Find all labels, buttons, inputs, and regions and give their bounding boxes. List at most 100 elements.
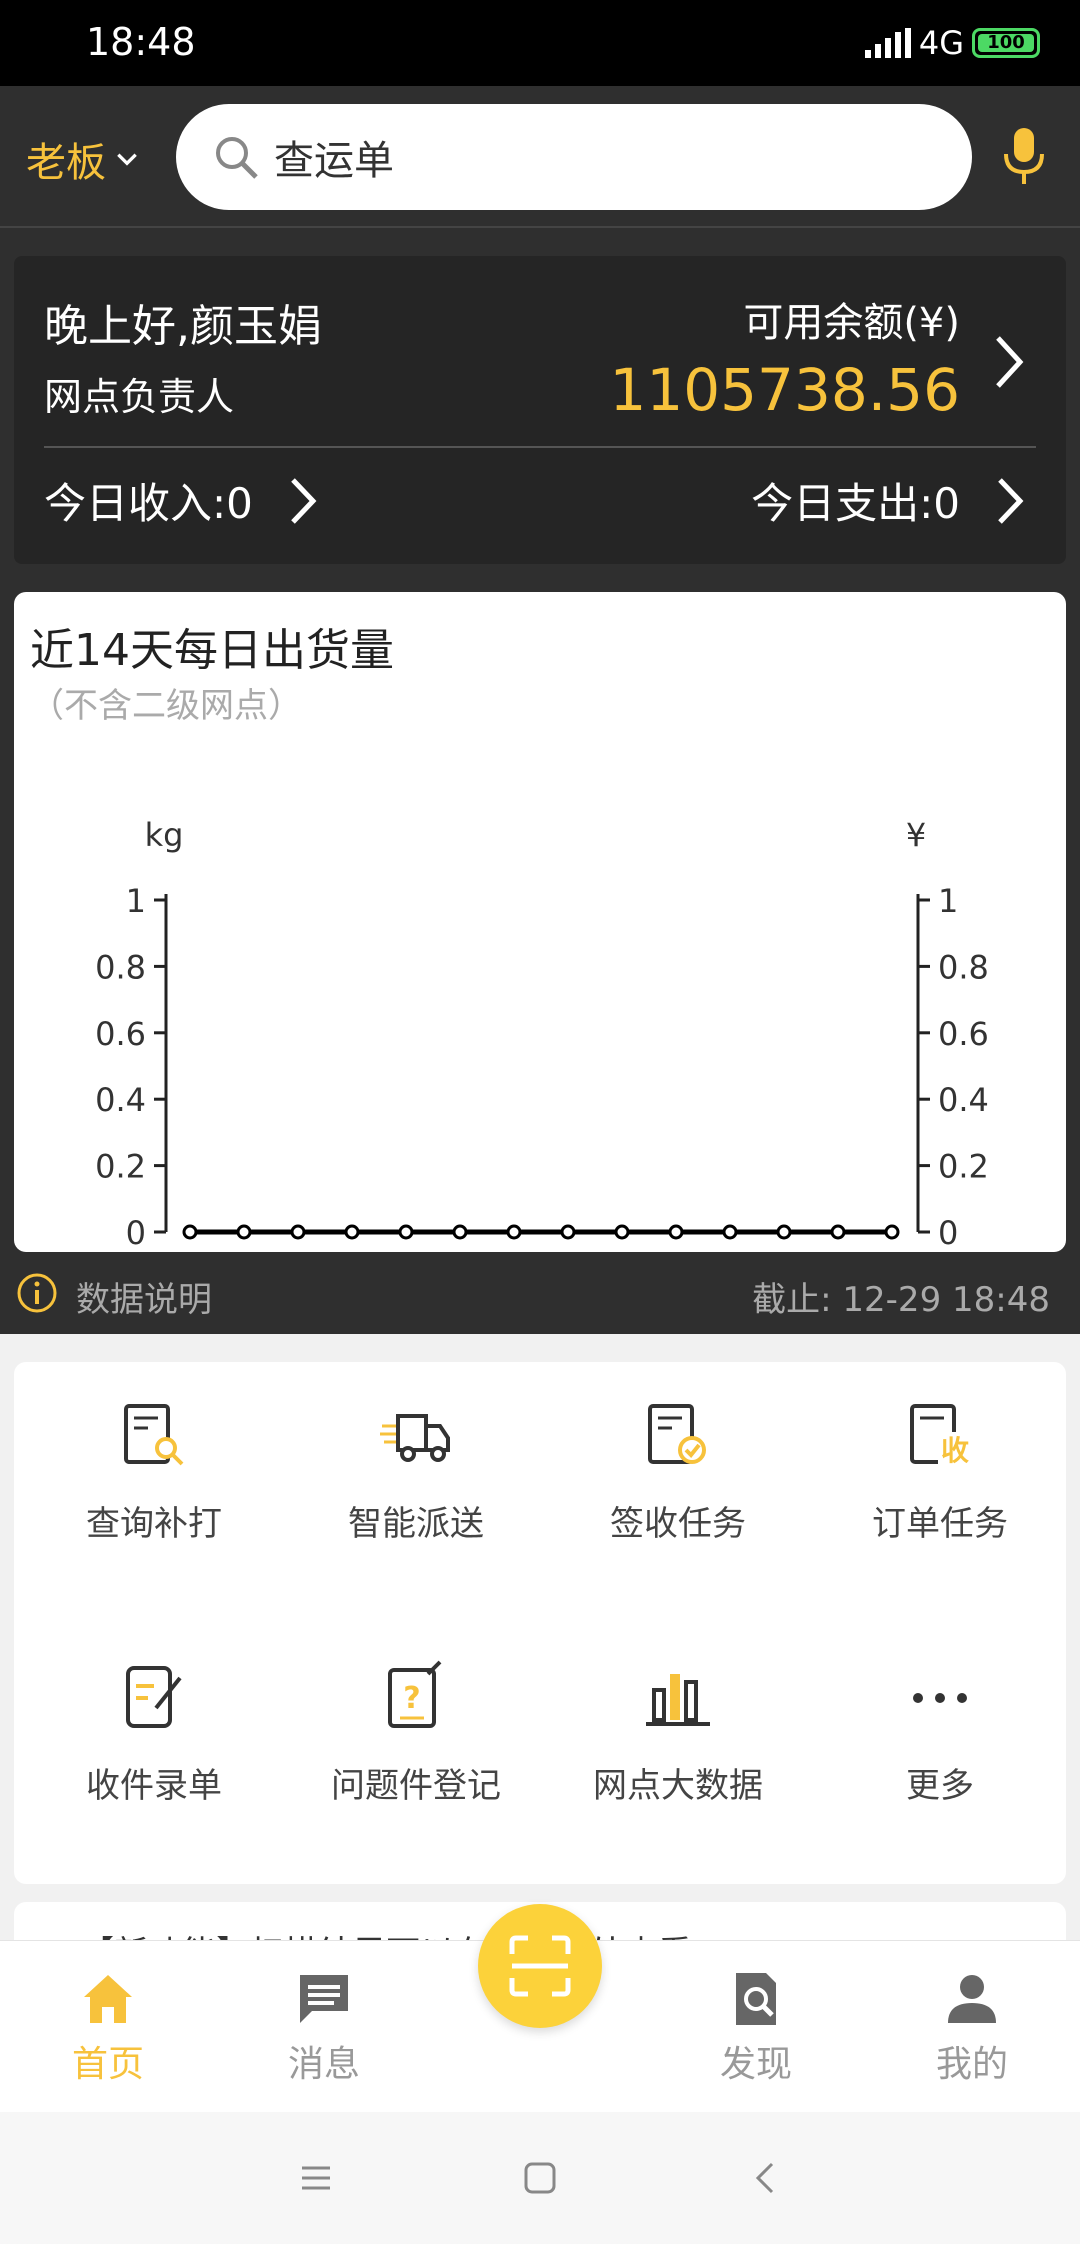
chart-footer: 数据说明 截止: 12-29 18:48 (0, 1252, 1080, 1334)
y-tick-label-right: 0.4 (938, 1081, 989, 1119)
signal-icon (864, 28, 911, 58)
doc-check-icon (648, 1404, 706, 1464)
chevron-right-icon (291, 477, 317, 524)
divider (44, 446, 1036, 448)
y-tick-label-left: 1 (126, 882, 146, 920)
data-point (452, 1224, 468, 1240)
chart-subtitle: （不含二级网点） (30, 686, 302, 726)
doc-search-icon (124, 1404, 184, 1466)
profile-icon (948, 1975, 996, 2023)
menu-label: 收件录单 (86, 1766, 222, 1806)
data-point (236, 1224, 252, 1240)
y-axis-left-unit: kg (145, 816, 184, 854)
data-point (506, 1224, 522, 1240)
menu-label: 智能派送 (348, 1504, 484, 1544)
more-icon (913, 1693, 967, 1703)
menu-label: 查询补打 (86, 1504, 222, 1544)
chevron-right-icon[interactable] (994, 334, 1024, 390)
menu-item-smart-delivery[interactable]: 智能派送 (296, 1362, 536, 1562)
y-tick-label-right: 0 (938, 1214, 958, 1252)
user-role: 网点负责人 (44, 375, 235, 419)
scan-icon (509, 1935, 571, 1997)
menu-label: 网点大数据 (593, 1766, 763, 1806)
role-label: 老板 (26, 140, 106, 186)
data-point (830, 1224, 846, 1240)
menu-label: 问题件登记 (331, 1766, 501, 1806)
chevron-down-icon (117, 153, 137, 166)
svg-text:收: 收 (941, 1434, 969, 1467)
data-explain-link[interactable]: 数据说明 (76, 1280, 212, 1320)
today-expense[interactable]: 今日支出:0 (751, 470, 1024, 531)
tab-label: 首页 (71, 2044, 144, 2085)
data-point (776, 1224, 792, 1240)
y-tick-label-right: 0.8 (938, 948, 989, 986)
income-label: 今日收入: (44, 479, 227, 528)
bar-chart-icon (646, 1674, 710, 1726)
message-icon (300, 1975, 348, 2023)
tab-discover[interactable]: 发现 (648, 1941, 864, 2113)
menu-icon[interactable] (296, 2158, 336, 2198)
data-point (668, 1224, 684, 1240)
back-icon[interactable] (746, 2158, 786, 2198)
status-bar: 18:48 4G 100 (0, 0, 1080, 86)
search-icon (216, 137, 258, 179)
y-tick-label-right: 1 (938, 882, 958, 920)
data-point (722, 1224, 738, 1240)
delivery-truck-icon (380, 1414, 450, 1462)
data-point (560, 1224, 576, 1240)
search-input[interactable]: 查运单 (176, 104, 972, 210)
home-icon (84, 1975, 132, 2023)
network-type: 4G (918, 24, 964, 62)
info-icon[interactable] (16, 1272, 58, 1314)
menu-item-order-task[interactable]: 收 订单任务 (820, 1362, 1060, 1562)
tab-home[interactable]: 首页 (0, 1941, 216, 2113)
dashboard-header: 老板 查运单 晚上好,颜玉娟 网点负责人 可用余额(¥) 1105738.56 … (0, 86, 1080, 1334)
chevron-right-icon (998, 477, 1024, 524)
tab-label: 消息 (287, 2044, 360, 2085)
status-indicators: 4G 100 (864, 24, 1040, 62)
data-point (182, 1224, 198, 1240)
data-cutoff-time: 截止: 12-29 18:48 (752, 1280, 1050, 1320)
expense-label: 今日支出: (751, 479, 934, 528)
tab-label: 我的 (935, 2044, 1008, 2085)
y-axis-right-unit: ¥ (906, 816, 926, 854)
role-switcher[interactable]: 老板 (26, 130, 140, 188)
y-tick-label-left: 0.6 (95, 1015, 146, 1053)
microphone-icon[interactable] (1002, 126, 1046, 186)
y-tick-label-left: 0.8 (95, 948, 146, 986)
tab-profile[interactable]: 我的 (864, 1941, 1080, 2113)
data-point (614, 1224, 630, 1240)
y-tick-label-left: 0 (126, 1214, 146, 1252)
account-summary-card[interactable]: 晚上好,颜玉娟 网点负责人 可用余额(¥) 1105738.56 今日收入:0 … (14, 256, 1066, 564)
income-value: 0 (226, 479, 253, 528)
menu-label: 签收任务 (610, 1504, 746, 1544)
menu-label: 订单任务 (872, 1504, 1008, 1544)
y-tick-label-right: 0.6 (938, 1015, 989, 1053)
discover-icon (736, 1973, 776, 2025)
battery-level: 100 (978, 34, 1034, 52)
expense-value: 0 (933, 479, 960, 528)
y-tick-label-right: 0.2 (938, 1148, 989, 1186)
menu-item-receive-entry[interactable]: 收件录单 (34, 1624, 274, 1824)
data-point (344, 1224, 360, 1240)
tab-messages[interactable]: 消息 (216, 1941, 432, 2113)
scan-button[interactable] (478, 1904, 602, 2028)
menu-label: 更多 (906, 1766, 974, 1806)
system-navigation-bar (0, 2112, 1080, 2244)
today-income[interactable]: 今日收入:0 (44, 470, 317, 531)
shipment-line-chart: kg¥000.20.20.40.40.60.60.80.81112-1612-1… (95, 816, 989, 1252)
menu-item-query-reprint[interactable]: 查询补打 (34, 1362, 274, 1562)
doc-question-icon: ? (388, 1660, 442, 1728)
doc-receive-icon: 收 (910, 1404, 972, 1467)
home-square-icon[interactable] (520, 2158, 560, 2198)
chart-title: 近14天每日出货量 (30, 625, 394, 676)
doc-edit-icon (126, 1666, 182, 1728)
search-placeholder: 查运单 (274, 138, 394, 184)
data-point (290, 1224, 306, 1240)
menu-item-more[interactable]: 更多 (820, 1624, 1060, 1824)
menu-item-sign-task[interactable]: 签收任务 (558, 1362, 798, 1562)
menu-item-network-big-data[interactable]: 网点大数据 (558, 1624, 798, 1824)
menu-item-problem-register[interactable]: ? 问题件登记 (296, 1624, 536, 1824)
greeting: 晚上好,颜玉娟 (44, 301, 322, 352)
data-point (398, 1224, 414, 1240)
